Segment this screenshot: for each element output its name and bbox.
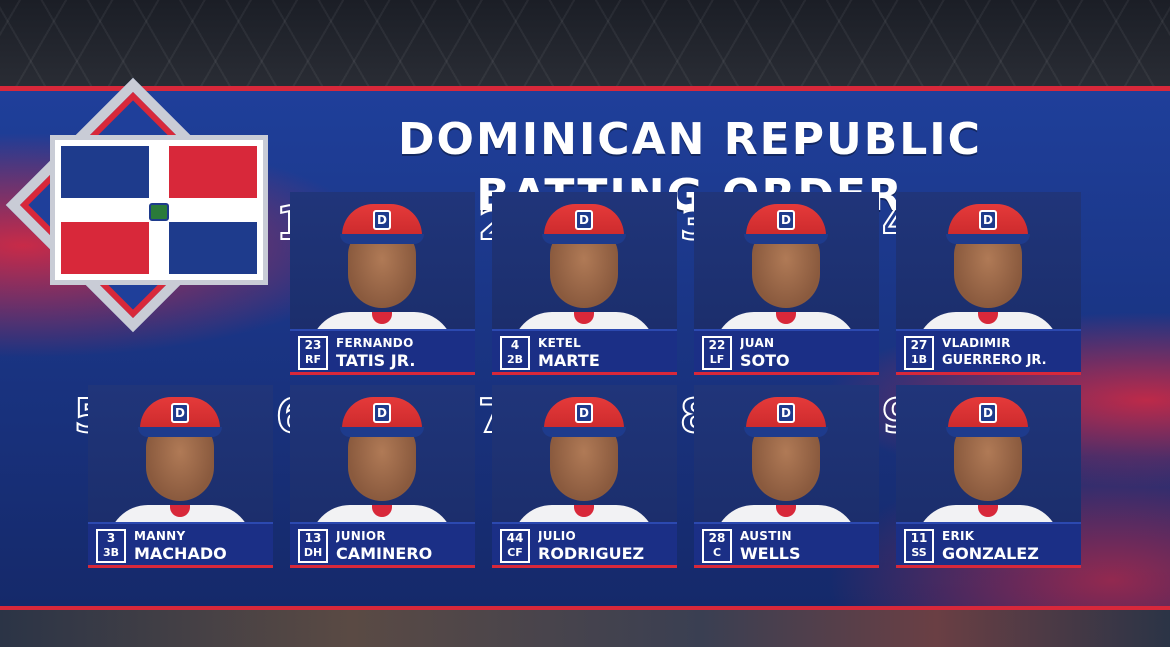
last-name: RODRIGUEZ (538, 544, 645, 563)
player-card-1: D 23 RF FERNANDO TATIS JR. (290, 192, 475, 375)
last-name: TATIS JR. (336, 351, 416, 370)
nameplate: 27 1B VLADIMIR GUERRERO JR. (896, 329, 1081, 372)
player-photo: D (714, 200, 858, 352)
player-card-5: D 3 3B MANNY MACHADO (88, 385, 273, 568)
jersey-number: 13 (304, 531, 322, 545)
position: RF (305, 353, 321, 366)
jersey-position-box: 4 2B (500, 336, 530, 370)
player-card-7: D 44 CF JULIO RODRIGUEZ (492, 385, 677, 568)
jersey-number: 11 (910, 531, 928, 545)
position: LF (709, 353, 725, 366)
jersey-number: 27 (910, 338, 928, 352)
player-photo: D (310, 200, 454, 352)
cap-logo: D (777, 403, 795, 423)
nameplate: 13 DH JUNIOR CAMINERO (290, 522, 475, 565)
player-photo: D (512, 200, 656, 352)
dominican-flag-icon (50, 135, 268, 285)
jersey-number: 3 (106, 531, 116, 545)
cap-logo: D (979, 403, 997, 423)
nameplate: 28 C AUSTIN WELLS (694, 522, 879, 565)
position: C (712, 546, 722, 559)
jersey-number: 22 (708, 338, 726, 352)
last-name: MARTE (538, 351, 600, 370)
cap-logo: D (575, 210, 593, 230)
last-name: GONZALEZ (942, 544, 1039, 563)
last-name: MACHADO (134, 544, 227, 563)
first-name: FERNANDO (336, 336, 414, 350)
cap-logo: D (777, 210, 795, 230)
nameplate: 22 LF JUAN SOTO (694, 329, 879, 372)
last-name: WELLS (740, 544, 801, 563)
first-name: AUSTIN (740, 529, 792, 543)
nameplate: 23 RF FERNANDO TATIS JR. (290, 329, 475, 372)
position: 1B (910, 353, 928, 366)
position: 2B (506, 353, 524, 366)
stadium-roof-background (0, 0, 1170, 90)
player-photo: D (916, 393, 1060, 545)
last-name: SOTO (740, 351, 790, 370)
last-name: CAMINERO (336, 544, 433, 563)
player-photo: D (310, 393, 454, 545)
first-name: JULIO (538, 529, 577, 543)
position: SS (911, 546, 927, 559)
player-photo: D (108, 393, 252, 545)
player-card-6: D 13 DH JUNIOR CAMINERO (290, 385, 475, 568)
cap-logo: D (171, 403, 189, 423)
position: 3B (102, 546, 120, 559)
first-name: MANNY (134, 529, 186, 543)
first-name: VLADIMIR (942, 336, 1011, 350)
first-name: JUAN (740, 336, 775, 350)
coat-of-arms-icon (149, 203, 169, 221)
player-card-9: D 11 SS ERIK GONZALEZ (896, 385, 1081, 568)
player-photo: D (916, 200, 1060, 352)
first-name: JUNIOR (336, 529, 386, 543)
jersey-number: 23 (304, 338, 322, 352)
player-card-8: D 28 C AUSTIN WELLS (694, 385, 879, 568)
position: DH (303, 546, 323, 559)
jersey-position-box: 3 3B (96, 529, 126, 563)
player-photo: D (714, 393, 858, 545)
first-name: ERIK (942, 529, 975, 543)
page-title: DOMINICAN REPUBLIC BATTING ORDER (398, 114, 982, 221)
first-name: KETEL (538, 336, 582, 350)
jersey-number: 44 (506, 531, 524, 545)
player-card-2: D 4 2B KETEL MARTE (492, 192, 677, 375)
nameplate: 44 CF JULIO RODRIGUEZ (492, 522, 677, 565)
cap-logo: D (373, 403, 391, 423)
cap-logo: D (575, 403, 593, 423)
cap-logo: D (373, 210, 391, 230)
player-card-4: D 27 1B VLADIMIR GUERRERO JR. (896, 192, 1081, 375)
jersey-position-box: 23 RF (298, 336, 328, 370)
jersey-position-box: 22 LF (702, 336, 732, 370)
player-photo: D (512, 393, 656, 545)
stadium-crowd-background (0, 610, 1170, 647)
jersey-position-box: 44 CF (500, 529, 530, 563)
jersey-position-box: 11 SS (904, 529, 934, 563)
last-name: GUERRERO JR. (942, 353, 1047, 368)
jersey-number: 4 (510, 338, 520, 352)
jersey-number: 28 (708, 531, 726, 545)
player-card-3: D 22 LF JUAN SOTO (694, 192, 879, 375)
nameplate: 3 3B MANNY MACHADO (88, 522, 273, 565)
jersey-position-box: 28 C (702, 529, 732, 563)
nameplate: 4 2B KETEL MARTE (492, 329, 677, 372)
nameplate: 11 SS ERIK GONZALEZ (896, 522, 1081, 565)
jersey-position-box: 27 1B (904, 336, 934, 370)
position: CF (507, 546, 523, 559)
cap-logo: D (979, 210, 997, 230)
jersey-position-box: 13 DH (298, 529, 328, 563)
